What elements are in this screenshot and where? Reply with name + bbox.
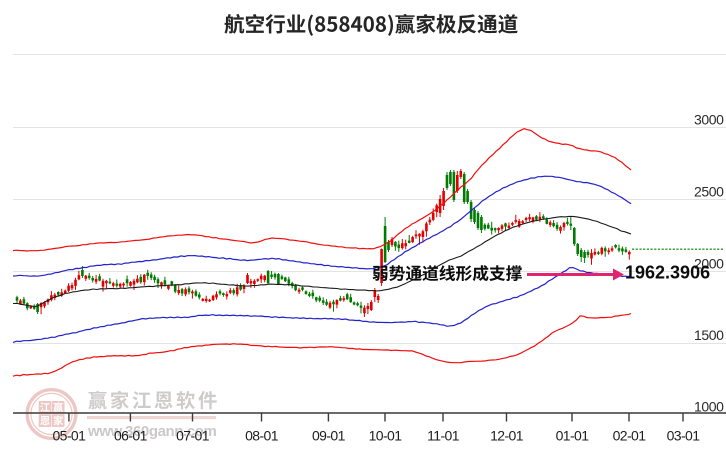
svg-text:1962.3906: 1962.3906 bbox=[625, 262, 710, 282]
svg-text:1500: 1500 bbox=[694, 327, 724, 343]
svg-text:09-01: 09-01 bbox=[312, 428, 346, 444]
svg-text:10-01: 10-01 bbox=[369, 428, 403, 444]
svg-text:06-01: 06-01 bbox=[114, 428, 148, 444]
svg-text:3000: 3000 bbox=[694, 112, 724, 128]
svg-text:www.360gann.com: www.360gann.com bbox=[87, 423, 217, 440]
svg-text:2000: 2000 bbox=[694, 256, 724, 272]
svg-text:05-01: 05-01 bbox=[52, 428, 86, 444]
svg-text:11-01: 11-01 bbox=[427, 428, 460, 444]
svg-text:08-01: 08-01 bbox=[245, 428, 279, 444]
svg-text:2500: 2500 bbox=[694, 184, 724, 200]
svg-text:12-01: 12-01 bbox=[490, 428, 524, 444]
svg-text:01-01: 01-01 bbox=[556, 428, 590, 444]
svg-text:02-01: 02-01 bbox=[613, 428, 647, 444]
svg-text:03-01: 03-01 bbox=[667, 428, 701, 444]
svg-text:07-01: 07-01 bbox=[176, 428, 210, 444]
svg-text:1000: 1000 bbox=[694, 399, 724, 415]
